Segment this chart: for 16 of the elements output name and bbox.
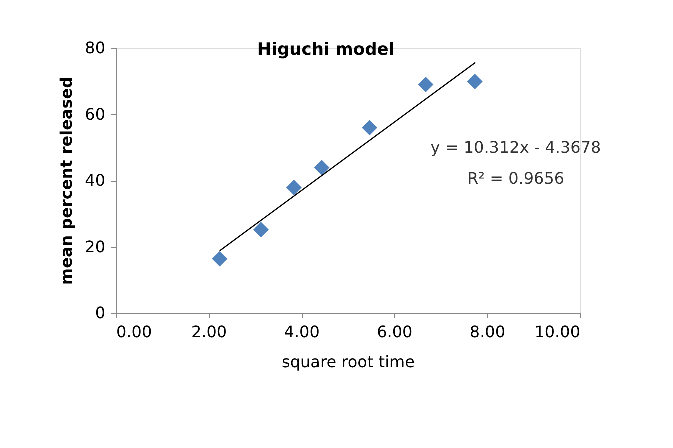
y-tick-label: 80: [85, 38, 106, 58]
x-tick-label: 2.00: [191, 322, 228, 342]
annotation: y = 10.312x - 4.3678: [430, 138, 602, 157]
y-tick-label: 60: [85, 104, 106, 124]
y-tick-label: 40: [85, 171, 106, 190]
annotation: R² = 0.9656: [467, 169, 565, 188]
chart-title: Higuchi model: [257, 40, 395, 60]
x-tick-label: 0.00: [116, 322, 152, 342]
x-tick-label: 4.00: [284, 322, 320, 342]
x-tick-label: 10.00: [534, 322, 580, 342]
y-tick-label: 20: [85, 237, 106, 256]
x-tick-label: 8.00: [470, 322, 506, 342]
x-tick-label: 6.00: [377, 322, 413, 342]
x-axis-title: square root time: [282, 352, 415, 372]
y-axis-title: mean percent released: [57, 76, 76, 286]
y-tick-label: 0: [95, 304, 106, 322]
